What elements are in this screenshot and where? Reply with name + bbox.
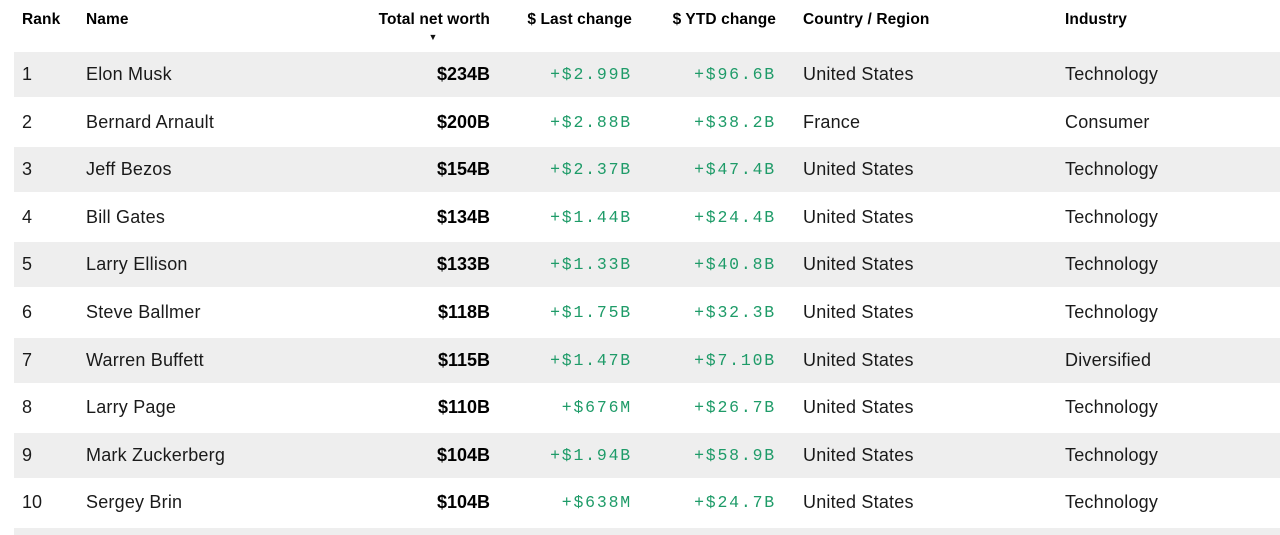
net-worth-cell: $118B <box>437 301 490 322</box>
country-cell: United States <box>803 206 914 227</box>
net-worth-cell: $134B <box>436 206 490 227</box>
country-cell: United States <box>803 444 914 465</box>
sort-descending-icon: ▼ <box>428 32 438 42</box>
column-header-net-worth-label: Total net worth <box>378 11 490 28</box>
net-worth-cell: $110B <box>437 397 490 418</box>
industry-cell: Technology <box>1065 64 1159 84</box>
table-body: 1 Elon Musk $234B +$2.99B +$96.6B United… <box>0 52 1280 525</box>
rank-cell: 3 <box>22 159 33 180</box>
name-cell: Larry Ellison <box>86 254 188 275</box>
column-header-rank: Rank <box>22 11 61 28</box>
last-change-cell: +$1.33B <box>550 255 632 275</box>
name-cell: Elon Musk <box>86 64 172 84</box>
column-header-industry: Industry <box>1065 11 1127 28</box>
industry-cell: Technology <box>1065 206 1159 227</box>
rank-cell: 6 <box>22 301 33 322</box>
rank-cell: 1 <box>22 64 33 84</box>
rank-cell: 7 <box>22 349 33 370</box>
column-header-country: Country / Region <box>803 11 930 28</box>
net-worth-cell: $234B <box>436 64 490 84</box>
table-row[interactable]: 1 Elon Musk $234B +$2.99B +$96.6B United… <box>14 52 1280 97</box>
name-cell: Bill Gates <box>86 206 166 227</box>
ytd-change-cell: +$96.6B <box>694 65 776 84</box>
country-cell: France <box>803 111 861 132</box>
table-row-partial <box>14 527 1280 535</box>
last-change-cell: +$2.88B <box>550 112 632 132</box>
table-row[interactable]: 5 Larry Ellison $133B +$1.33B +$40.8B Un… <box>14 242 1280 288</box>
rank-cell: 10 <box>22 492 43 513</box>
industry-cell: Diversified <box>1065 349 1152 370</box>
industry-cell: Technology <box>1065 444 1159 465</box>
country-cell: United States <box>803 301 914 322</box>
ytd-change-cell: +$24.4B <box>694 207 776 227</box>
industry-cell: Technology <box>1065 397 1159 418</box>
last-change-cell: +$1.47B <box>550 350 632 370</box>
last-change-cell: +$676M <box>561 398 632 418</box>
rank-cell: 5 <box>22 254 33 275</box>
table-header: Rank Name Total net worth ▼ $ Last chang… <box>14 0 1280 52</box>
rank-cell: 2 <box>22 111 33 132</box>
ytd-change-cell: +$47.4B <box>694 160 776 180</box>
table-row[interactable]: 4 Bill Gates $134B +$1.44B +$24.4B Unite… <box>14 195 1280 240</box>
last-change-cell: +$2.99B <box>550 65 632 84</box>
last-change-cell: +$1.75B <box>550 302 632 322</box>
net-worth-cell: $200B <box>436 111 490 132</box>
name-cell: Steve Ballmer <box>86 301 201 322</box>
industry-cell: Technology <box>1065 301 1159 322</box>
industry-cell: Consumer <box>1065 111 1150 132</box>
country-cell: United States <box>803 254 914 275</box>
last-change-cell: +$1.94B <box>550 445 632 465</box>
ytd-change-cell: +$40.8B <box>694 255 776 275</box>
table-row[interactable]: 6 Steve Ballmer $118B +$1.75B +$32.3B Un… <box>14 290 1280 335</box>
name-cell: Sergey Brin <box>86 492 183 513</box>
table-row[interactable]: 3 Jeff Bezos $154B +$2.37B +$47.4B Unite… <box>14 147 1280 193</box>
country-cell: United States <box>803 64 914 84</box>
net-worth-cell: $115B <box>437 349 490 370</box>
industry-cell: Technology <box>1065 492 1159 513</box>
ytd-change-cell: +$24.7B <box>694 493 776 513</box>
net-worth-cell: $104B <box>436 444 490 465</box>
name-cell: Warren Buffett <box>86 349 204 370</box>
table-row[interactable]: 8 Larry Page $110B +$676M +$26.7B United… <box>14 385 1280 430</box>
industry-cell: Technology <box>1065 159 1159 180</box>
name-cell: Mark Zuckerberg <box>86 444 226 465</box>
rank-cell: 8 <box>22 397 33 418</box>
last-change-cell: +$1.44B <box>550 207 632 227</box>
column-header-name: Name <box>86 11 129 28</box>
table-row[interactable]: 7 Warren Buffett $115B +$1.47B +$7.10B U… <box>14 337 1280 383</box>
column-header-last-change: $ Last change <box>527 11 632 28</box>
rank-cell: 9 <box>22 444 33 465</box>
net-worth-cell: $133B <box>436 254 490 275</box>
country-cell: United States <box>803 397 914 418</box>
name-cell: Larry Page <box>86 397 177 418</box>
country-cell: United States <box>803 159 914 180</box>
net-worth-cell: $154B <box>436 159 490 180</box>
ytd-change-cell: +$26.7B <box>694 398 776 418</box>
table-row[interactable]: 10 Sergey Brin $104B +$638M +$24.7B Unit… <box>14 480 1280 525</box>
column-header-net-worth[interactable]: Total net worth ▼ <box>376 11 490 42</box>
country-cell: United States <box>803 492 914 513</box>
table-row[interactable]: 9 Mark Zuckerberg $104B +$1.94B +$58.9B … <box>14 432 1280 478</box>
ytd-change-cell: +$38.2B <box>694 112 776 132</box>
net-worth-cell: $104B <box>436 492 490 513</box>
column-header-ytd-change: $ YTD change <box>672 11 776 28</box>
ytd-change-cell: +$32.3B <box>694 302 776 322</box>
last-change-cell: +$638M <box>561 493 632 513</box>
industry-cell: Technology <box>1065 254 1159 275</box>
name-cell: Bernard Arnault <box>86 111 215 132</box>
last-change-cell: +$2.37B <box>550 160 632 180</box>
ytd-change-cell: +$7.10B <box>694 350 776 370</box>
ytd-change-cell: +$58.9B <box>694 445 776 465</box>
name-cell: Jeff Bezos <box>86 159 172 180</box>
rank-cell: 4 <box>22 206 33 227</box>
country-cell: United States <box>803 349 914 370</box>
table-row[interactable]: 2 Bernard Arnault $200B +$2.88B +$38.2B … <box>14 100 1280 145</box>
